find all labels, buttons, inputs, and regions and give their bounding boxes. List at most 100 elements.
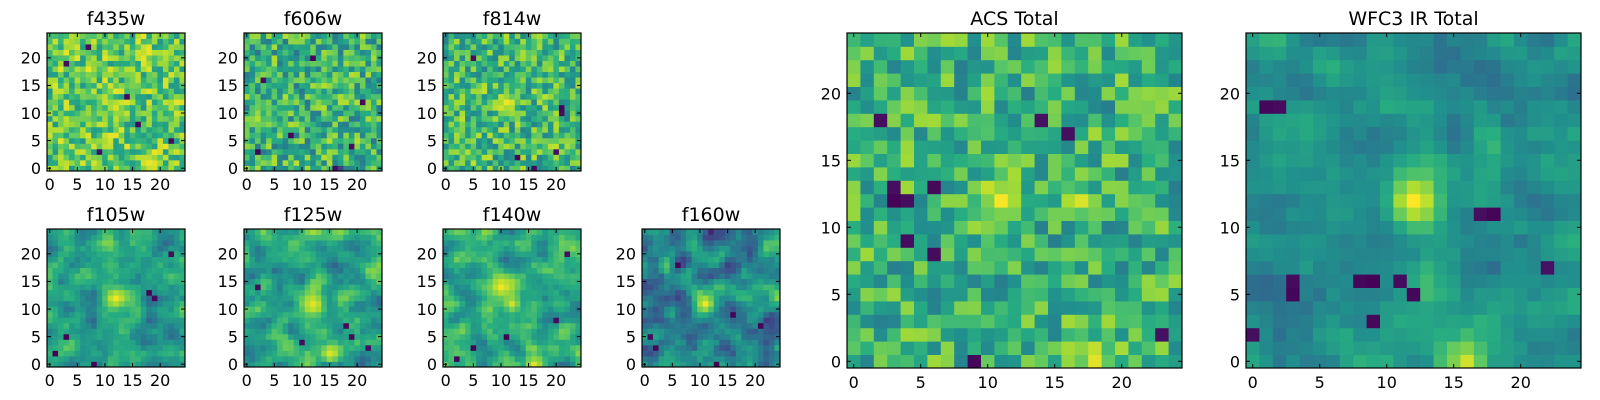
heatmap-cell xyxy=(492,38,499,45)
heatmap-cell xyxy=(498,339,505,346)
heatmap-cell xyxy=(129,328,136,335)
heatmap-cell xyxy=(102,311,109,318)
heatmap-cell xyxy=(107,328,114,335)
heatmap-cell xyxy=(487,317,494,324)
heatmap-cell xyxy=(575,355,582,362)
heatmap-cell xyxy=(647,262,654,269)
heatmap-cell xyxy=(52,66,59,73)
heatmap-cell xyxy=(135,33,142,39)
heatmap-cell xyxy=(96,344,103,351)
heatmap-cell xyxy=(337,60,344,67)
heatmap-cell xyxy=(1128,260,1143,275)
heatmap-cell xyxy=(542,240,549,246)
heatmap-cell xyxy=(260,77,267,84)
heatmap-cell xyxy=(249,289,256,296)
heatmap-cell xyxy=(47,240,53,246)
heatmap-cell xyxy=(293,93,300,100)
heatmap-cell xyxy=(768,289,775,296)
heatmap-cell xyxy=(448,115,455,122)
heatmap-cell xyxy=(315,267,322,274)
heatmap-cell xyxy=(337,148,344,155)
heatmap-cell xyxy=(476,361,483,368)
heatmap-cell xyxy=(332,267,339,274)
heatmap-cell xyxy=(96,77,103,84)
heatmap-cell xyxy=(260,234,267,241)
heatmap-cell xyxy=(697,278,704,285)
heatmap-cell xyxy=(359,165,366,172)
heatmap-cell xyxy=(129,126,136,133)
heatmap-cell xyxy=(96,93,103,100)
heatmap-cell xyxy=(370,44,377,50)
heatmap-cell xyxy=(730,311,737,318)
heatmap-cell xyxy=(129,322,136,329)
heatmap-cell xyxy=(255,289,261,296)
heatmap-cell xyxy=(299,240,306,246)
heatmap-cell xyxy=(337,71,344,78)
heatmap-cell xyxy=(569,132,576,139)
heatmap-cell xyxy=(476,49,483,56)
heatmap-cell xyxy=(113,361,120,368)
heatmap-cell xyxy=(113,165,120,172)
heatmap-cell xyxy=(487,44,494,50)
heatmap-cell xyxy=(481,355,488,362)
heatmap-cell xyxy=(954,153,968,168)
heatmap-cell xyxy=(653,262,659,269)
heatmap-cell xyxy=(321,154,328,161)
heatmap-cell xyxy=(69,104,75,111)
heatmap-cell xyxy=(321,289,328,296)
heatmap-cell xyxy=(85,148,92,155)
heatmap-cell xyxy=(553,355,560,362)
heatmap-cell xyxy=(713,295,720,302)
heatmap-cell xyxy=(74,132,81,139)
heatmap-cell xyxy=(118,99,125,106)
heatmap-cell xyxy=(476,267,483,274)
heatmap-cell xyxy=(96,306,103,313)
heatmap-cell xyxy=(525,99,532,106)
heatmap-cell xyxy=(74,240,81,246)
heatmap-cell xyxy=(465,267,471,274)
heatmap-cell xyxy=(96,38,103,45)
heatmap-cell xyxy=(315,93,322,100)
heatmap-cell xyxy=(525,159,532,166)
heatmap-cell xyxy=(321,350,328,357)
heatmap-cell xyxy=(249,262,256,269)
heatmap-cell xyxy=(547,333,554,340)
heatmap-cell xyxy=(326,143,333,150)
heatmap-cell xyxy=(847,167,861,181)
heatmap-cell xyxy=(96,295,103,302)
heatmap-cell xyxy=(376,344,383,351)
heatmap-cell xyxy=(553,350,560,357)
heatmap-cell xyxy=(140,88,147,95)
heatmap-cell xyxy=(332,311,339,318)
heatmap-cell xyxy=(293,77,300,84)
heatmap-cell xyxy=(553,121,560,128)
heatmap-cell xyxy=(757,311,764,318)
heatmap-cell xyxy=(967,260,982,275)
heatmap-cell xyxy=(525,49,532,56)
heatmap-cell xyxy=(249,132,256,139)
heatmap-cell xyxy=(332,132,339,139)
heatmap-cell xyxy=(642,289,648,296)
heatmap-cell xyxy=(514,289,521,296)
heatmap-cell xyxy=(569,339,576,346)
heatmap-cell xyxy=(1074,234,1089,248)
heatmap-cell xyxy=(542,361,549,368)
heatmap-cell xyxy=(249,361,256,368)
heatmap-cell xyxy=(697,295,704,302)
heatmap-cell xyxy=(348,339,355,346)
heatmap-cell xyxy=(244,143,250,150)
heatmap-cell xyxy=(343,44,350,50)
heatmap-cell xyxy=(321,251,328,257)
heatmap-cell xyxy=(74,267,81,274)
heatmap-cell xyxy=(52,256,59,263)
heatmap-cell xyxy=(135,245,142,252)
heatmap-cell xyxy=(558,245,565,252)
heatmap-cell xyxy=(96,234,103,241)
heatmap-cell xyxy=(741,355,748,362)
heatmap-cell xyxy=(146,38,153,45)
heatmap-cell xyxy=(315,104,322,111)
heatmap-cell xyxy=(1007,327,1022,342)
heatmap-cell xyxy=(531,256,538,263)
heatmap-cell xyxy=(492,245,499,252)
heatmap-cell xyxy=(768,350,775,357)
